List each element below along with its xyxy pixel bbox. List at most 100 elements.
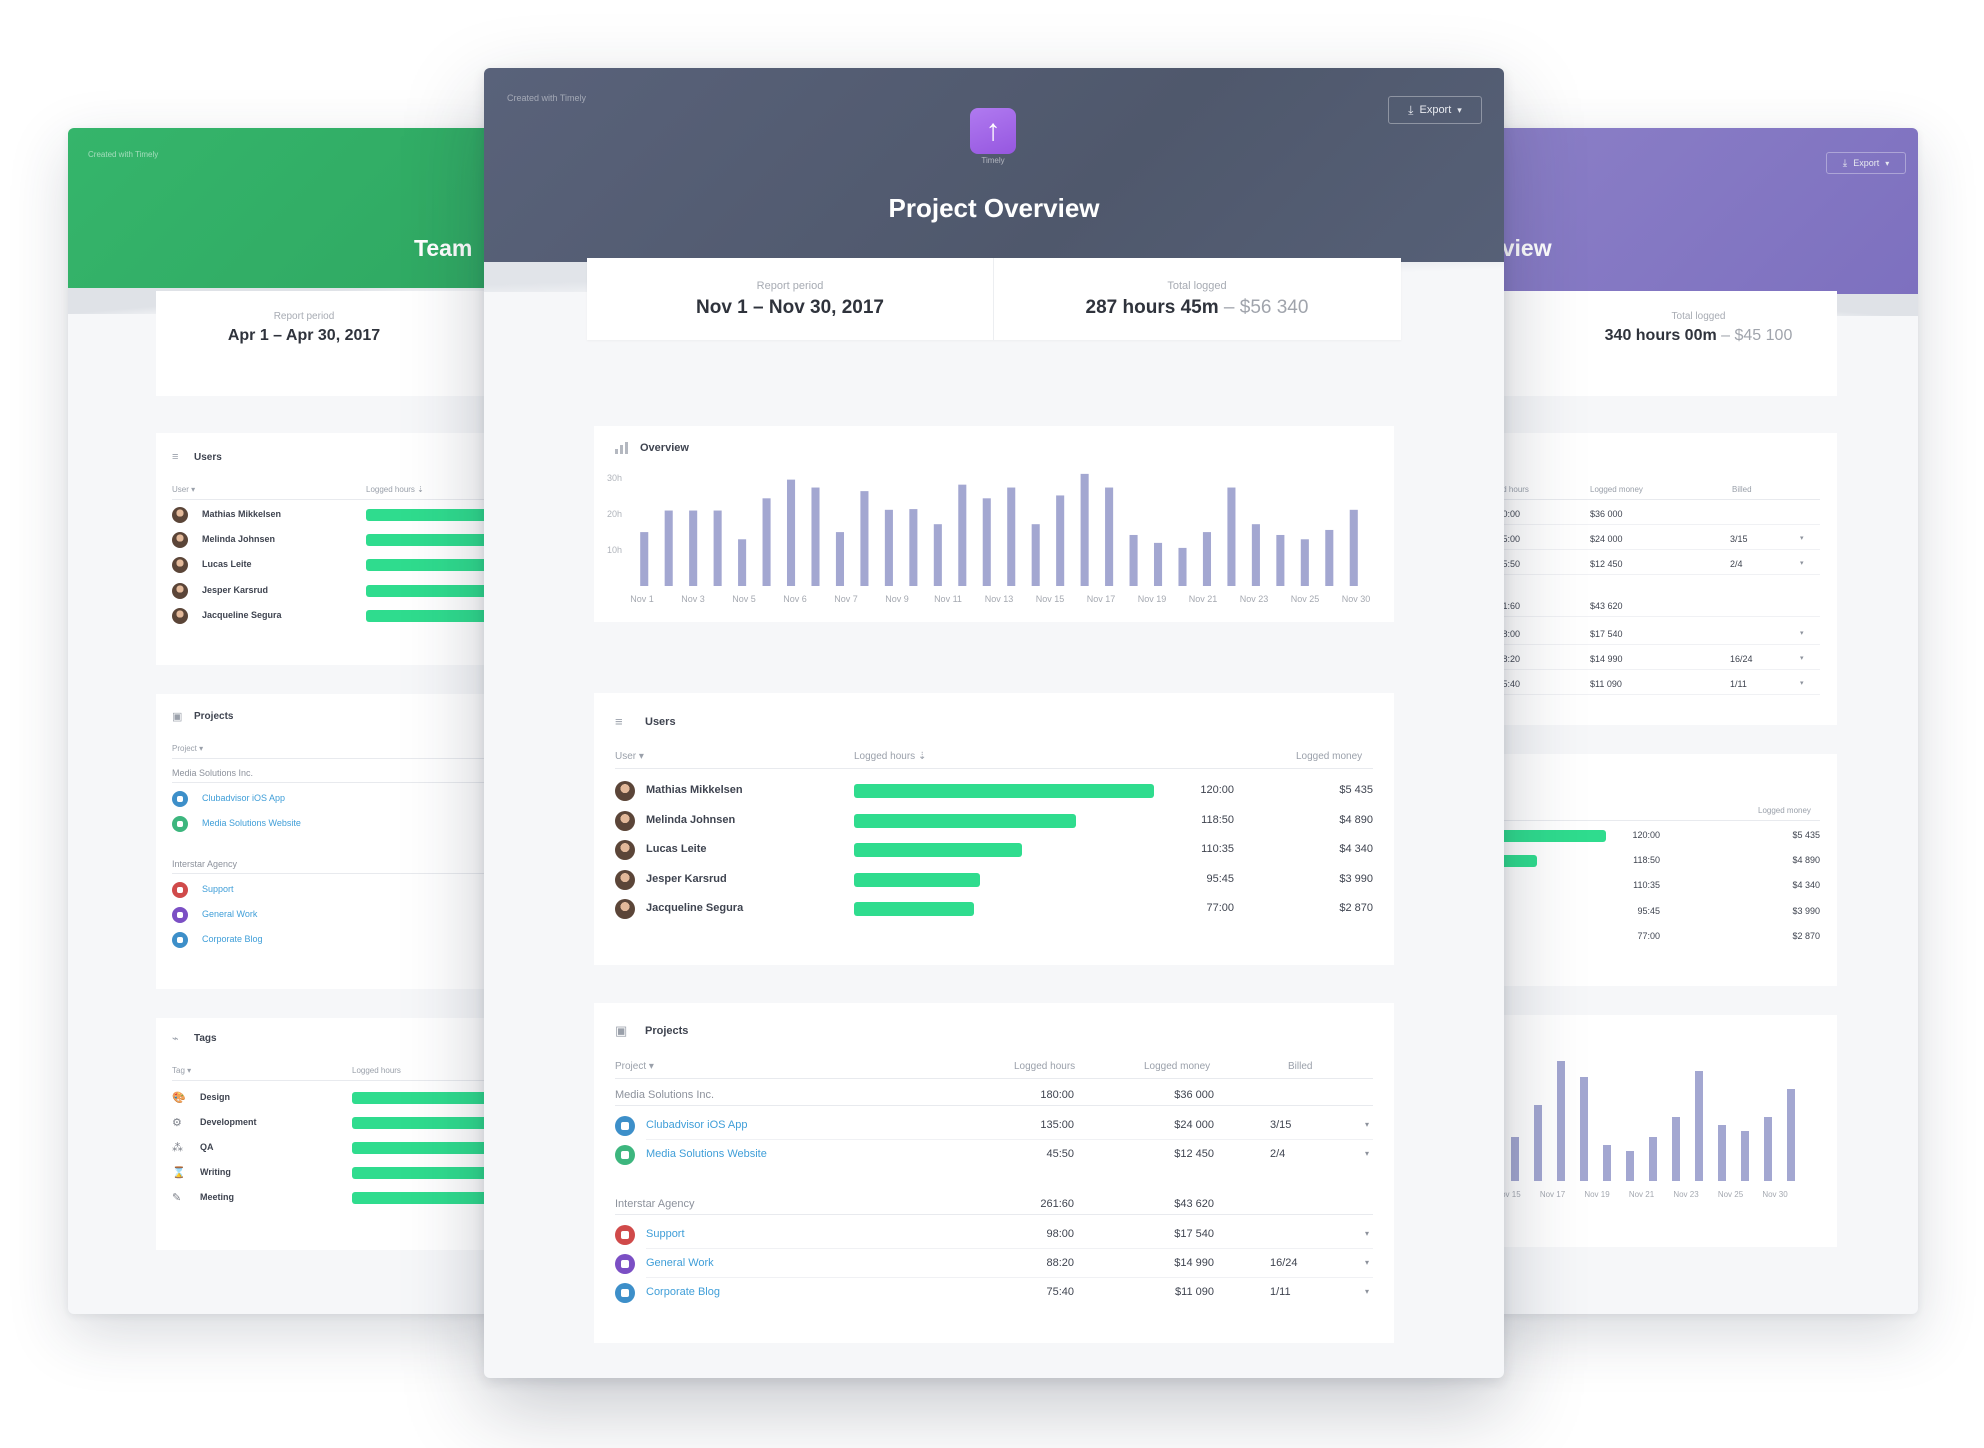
chart-bar[interactable] — [713, 510, 722, 586]
overview-header: ⤓ Export ▾ erview — [1480, 128, 1918, 298]
chart-bar[interactable] — [664, 510, 673, 586]
logged-money-column-header[interactable]: Logged money — [1758, 806, 1811, 815]
billed-column-header[interactable]: Billed — [1288, 1061, 1313, 1072]
chart-bar[interactable] — [860, 491, 869, 586]
export-button[interactable]: ⤓ Export ▾ — [1388, 96, 1482, 124]
logged-hours-column-header[interactable]: Logged hours — [1014, 1061, 1076, 1072]
expand-caret-icon[interactable]: ▾ — [1365, 1229, 1370, 1238]
logged-hours-column-header[interactable]: Logged hours ⇣ — [366, 485, 424, 494]
chart-bar[interactable] — [1251, 524, 1260, 586]
chart-bar[interactable] — [1603, 1145, 1611, 1181]
chart-bar[interactable] — [1764, 1117, 1772, 1181]
chart-bar[interactable] — [640, 532, 649, 586]
expand-caret-icon[interactable]: ▾ — [1365, 1287, 1370, 1296]
user-name[interactable]: Lucas Leite — [646, 843, 707, 855]
project-link[interactable]: Corporate Blog — [202, 934, 263, 944]
chart-bar[interactable] — [958, 484, 967, 586]
chart-bar[interactable] — [1511, 1137, 1519, 1181]
chart-bar[interactable] — [1557, 1061, 1565, 1181]
project-link[interactable]: Clubadvisor iOS App — [202, 793, 286, 803]
chart-bar[interactable] — [1349, 509, 1358, 586]
logged-money-column-header[interactable]: Logged money — [1144, 1061, 1211, 1072]
chart-bar[interactable] — [1580, 1077, 1588, 1181]
project-icon — [615, 1283, 635, 1303]
export-button[interactable]: ⤓ Export ▾ — [1826, 152, 1906, 174]
project-column-header[interactable]: Project ▾ — [615, 1061, 654, 1072]
billed-column-header[interactable]: Billed — [1732, 485, 1752, 494]
bar-chart-icon — [615, 442, 629, 454]
chart-bar[interactable] — [884, 509, 893, 586]
chart-bar[interactable] — [762, 498, 771, 586]
user-name[interactable]: Jesper Karsrud — [646, 872, 727, 885]
chart-bar[interactable] — [1276, 534, 1285, 586]
chart-bar[interactable] — [1787, 1089, 1795, 1181]
project-link[interactable]: Support — [646, 1228, 685, 1240]
user-name[interactable]: Melinda Johnsen — [646, 813, 736, 826]
expand-caret-icon[interactable]: ▾ — [1800, 535, 1804, 542]
user-name[interactable]: Jesper Karsrud — [202, 584, 269, 595]
expand-caret-icon[interactable]: ▾ — [1800, 655, 1804, 662]
logged-hours-column-header[interactable]: Logged hours ⇣ — [854, 751, 927, 762]
user-name[interactable]: Lucas Leite — [202, 559, 252, 570]
chart-bar[interactable] — [835, 532, 845, 586]
expand-caret-icon[interactable]: ▾ — [1365, 1149, 1370, 1158]
expand-caret-icon[interactable]: ▾ — [1365, 1120, 1370, 1129]
logged-money-column-header[interactable]: Logged money — [1296, 751, 1363, 762]
project-link[interactable]: Support — [202, 884, 234, 894]
chart-bar[interactable] — [1202, 532, 1212, 586]
user-name[interactable]: Melinda Johnsen — [202, 534, 276, 545]
expand-caret-icon[interactable]: ▾ — [1365, 1258, 1370, 1267]
chart-bar[interactable] — [786, 479, 796, 586]
chart-bar[interactable] — [1695, 1071, 1703, 1181]
user-name[interactable]: Jacqueline Segura — [202, 609, 282, 620]
project-link[interactable]: Media Solutions Website — [202, 818, 301, 828]
project-link[interactable]: Corporate Blog — [646, 1286, 720, 1298]
chart-bar[interactable] — [909, 509, 918, 586]
user-name[interactable]: Mathias Mikkelsen — [202, 509, 282, 519]
chart-bar[interactable] — [1227, 487, 1236, 586]
briefcase-icon: ▣ — [615, 1023, 628, 1038]
chart-bar[interactable] — [933, 524, 942, 586]
user-column-header[interactable]: User ▾ — [172, 485, 196, 494]
client-name: Interstar Agency — [615, 1198, 695, 1210]
chart-bar[interactable] — [982, 498, 991, 586]
project-link[interactable]: General Work — [202, 909, 258, 919]
pencil-icon: ✎ — [172, 1192, 182, 1204]
chart-bar[interactable] — [1534, 1105, 1542, 1181]
chart-bar[interactable] — [1007, 487, 1016, 586]
chart-bar[interactable] — [1672, 1117, 1680, 1181]
logged-hours-column-header[interactable]: Logged hours — [352, 1066, 401, 1075]
chart-bar[interactable] — [1129, 534, 1138, 586]
project-link[interactable]: Clubadvisor iOS App — [646, 1119, 748, 1131]
divider — [646, 1277, 1373, 1278]
chart-bar[interactable] — [1626, 1151, 1634, 1181]
chart-bar[interactable] — [1056, 495, 1065, 586]
chart-bar[interactable] — [1649, 1137, 1657, 1181]
chart-bar[interactable] — [1300, 539, 1309, 586]
user-column-header[interactable]: User ▾ — [615, 751, 644, 762]
project-link[interactable]: Media Solutions Website — [646, 1148, 767, 1160]
expand-caret-icon[interactable]: ▾ — [1800, 560, 1804, 567]
project-column-header[interactable]: Project ▾ — [172, 744, 204, 753]
logged-hours-column-header[interactable]: Logged hours — [1480, 485, 1529, 494]
logged-money-column-header[interactable]: Logged money — [1590, 485, 1643, 494]
user-name[interactable]: Jacqueline Segura — [646, 902, 744, 914]
tag-column-header[interactable]: Tag ▾ — [172, 1066, 192, 1075]
project-link[interactable]: General Work — [646, 1257, 714, 1269]
chart-bar[interactable] — [1178, 547, 1187, 586]
chart-bar[interactable] — [1325, 529, 1334, 586]
chart-bar[interactable] — [1105, 487, 1114, 586]
chart-bar[interactable] — [811, 487, 820, 586]
chart-bar[interactable] — [1080, 473, 1089, 586]
chart-bar[interactable] — [1741, 1131, 1749, 1181]
chart-bar[interactable] — [1718, 1125, 1726, 1181]
user-name[interactable]: Mathias Mikkelsen — [646, 784, 743, 796]
chart-bar[interactable] — [738, 539, 747, 586]
expand-caret-icon[interactable]: ▾ — [1800, 680, 1804, 687]
chart-bar[interactable] — [1153, 542, 1163, 586]
chart-bar[interactable] — [1031, 524, 1040, 586]
expand-caret-icon[interactable]: ▾ — [1800, 630, 1804, 637]
x-tick-label: Nov 30 — [1762, 1190, 1788, 1199]
x-tick-label: Nov 19 — [1584, 1190, 1610, 1199]
chart-bar[interactable] — [689, 510, 698, 586]
